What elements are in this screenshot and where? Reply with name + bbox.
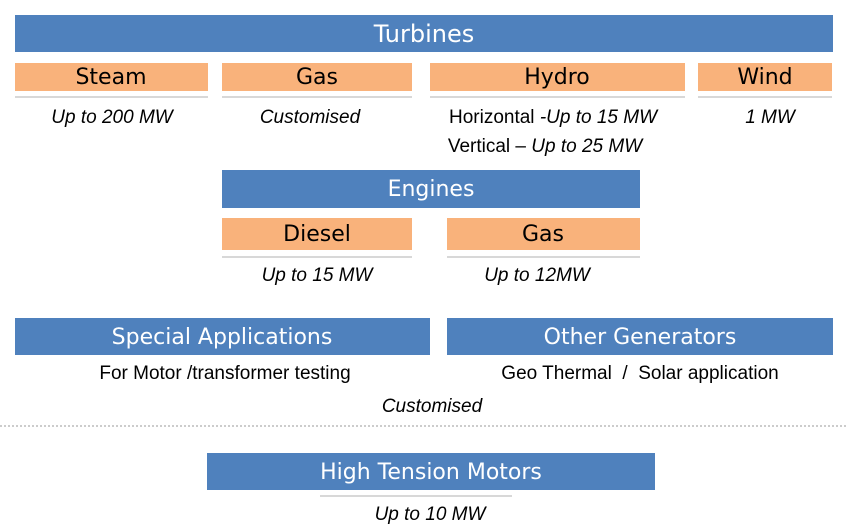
special-header (15, 318, 430, 355)
steam-box (15, 63, 208, 91)
hydro-box (430, 63, 685, 91)
shared-note: Customised (382, 396, 484, 417)
text: Horizontal (449, 107, 540, 128)
turbines-title: Turbines (373, 20, 474, 48)
htm-detail: Up to 10 MW (375, 504, 488, 525)
steam-detail: Up to 200 MW (51, 107, 174, 128)
diesel-detail: Up to 15 MW (262, 265, 375, 286)
turbines-header (15, 15, 833, 52)
diesel-label: Diesel (283, 222, 351, 247)
engine-gas-box (447, 218, 640, 250)
text: -Up to 15 MW (540, 107, 659, 128)
text: Vertical – (448, 136, 531, 157)
htm-title: High Tension Motors (320, 460, 542, 485)
special-title: Special Applications (112, 325, 333, 350)
engines-title: Engines (388, 177, 475, 202)
engine-gas-label: Gas (522, 222, 564, 247)
wind-label: Wind (737, 65, 792, 90)
special-detail: For Motor /transformer testing (99, 363, 350, 384)
diesel-box (222, 218, 412, 250)
engines-header (222, 170, 640, 208)
text: Up to 25 MW (531, 136, 644, 157)
other-title: Other Generators (544, 325, 737, 350)
htm-header (207, 453, 655, 490)
gas-box (222, 63, 412, 91)
other-header (447, 318, 833, 355)
hydro-detail-line: Horizontal -Up to 15 MW (449, 107, 659, 128)
wind-detail: 1 MW (745, 107, 797, 128)
hydro-detail-line: Vertical – Up to 25 MW (448, 136, 644, 157)
gas-label: Gas (296, 65, 338, 90)
hydro-label: Hydro (524, 65, 590, 90)
engine-gas-detail: Up to 12MW (484, 265, 592, 286)
other-detail: Geo Thermal / Solar application (501, 363, 778, 384)
wind-box (698, 63, 832, 91)
gas-detail: Customised (260, 107, 362, 128)
steam-label: Steam (75, 65, 146, 90)
